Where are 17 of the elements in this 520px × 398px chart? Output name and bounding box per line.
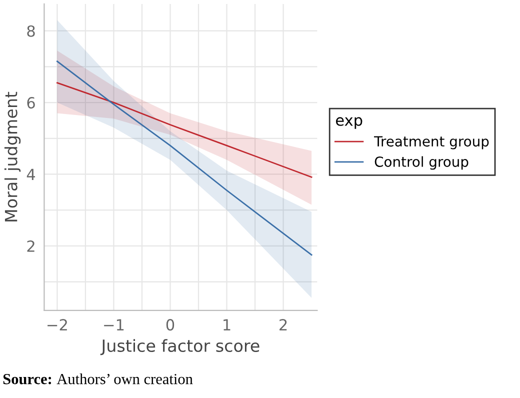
y-tick-label: 2 [27, 240, 34, 252]
x-tick-label: 0 [166, 319, 174, 331]
line-series [56, 60, 312, 256]
x-tick-label: −1 [104, 319, 124, 330]
y-tick-label: 6 [27, 97, 35, 109]
x-tick-label: −2 [48, 319, 67, 330]
x-tick-label: 1 [224, 319, 230, 330]
source-note: Source: Authors’ own creation [3, 373, 193, 384]
legend-label: Treatment group [374, 136, 489, 150]
legend-title: exp [336, 117, 362, 129]
legend-label: Control group [374, 156, 468, 170]
x-tick-label: 2 [280, 319, 287, 330]
x-axis-title: Justice factor score [100, 339, 260, 356]
y-axis-title: Moral judgment [4, 92, 21, 222]
y-tick-label: 4 [26, 168, 36, 180]
line-series [56, 82, 312, 178]
y-tick-label: 8 [27, 25, 35, 37]
